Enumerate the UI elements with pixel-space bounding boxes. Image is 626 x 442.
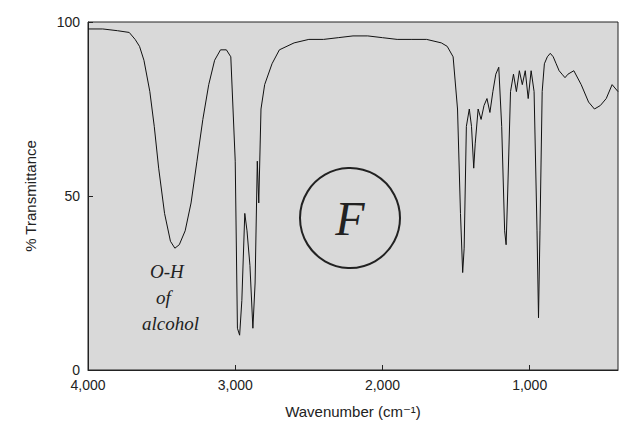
svg-text:alcohol: alcohol bbox=[142, 313, 199, 334]
svg-text:0: 0 bbox=[72, 362, 80, 378]
svg-text:100: 100 bbox=[57, 14, 81, 30]
svg-text:Wavenumber (cm⁻¹): Wavenumber (cm⁻¹) bbox=[285, 403, 421, 420]
svg-text:% Transmittance: % Transmittance bbox=[22, 140, 39, 252]
svg-text:2,000: 2,000 bbox=[365, 377, 400, 393]
svg-text:4,000: 4,000 bbox=[70, 377, 105, 393]
svg-text:O-H: O-H bbox=[150, 261, 185, 282]
svg-text:F: F bbox=[334, 192, 365, 245]
svg-text:of: of bbox=[156, 287, 174, 308]
svg-text:1,000: 1,000 bbox=[512, 377, 547, 393]
svg-text:50: 50 bbox=[64, 188, 80, 204]
svg-text:3,000: 3,000 bbox=[218, 377, 253, 393]
